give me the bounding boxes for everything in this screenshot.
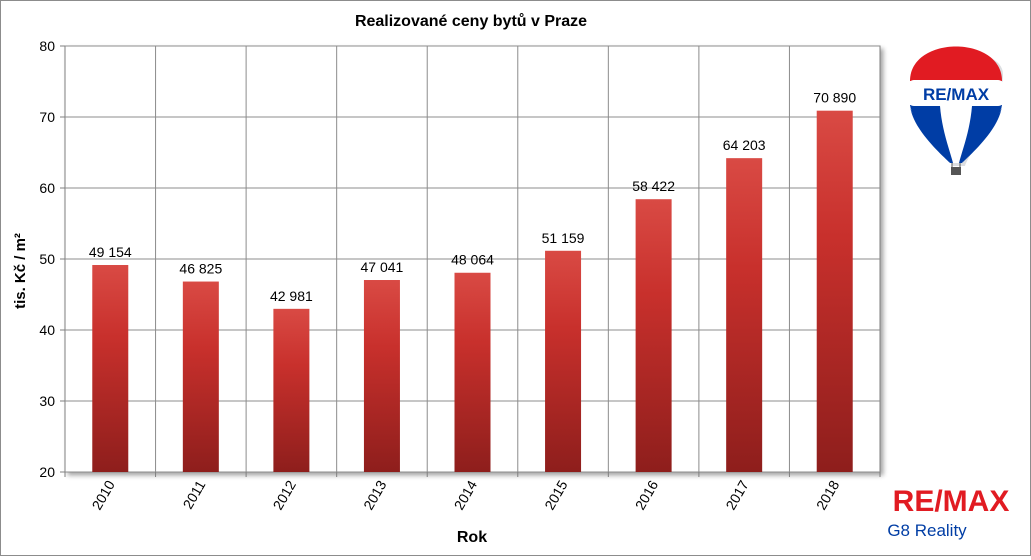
x-tick-label: 2014 — [451, 477, 481, 512]
x-tick-label: 2012 — [270, 477, 300, 512]
x-tick-label: 2016 — [632, 477, 662, 512]
balloon-brand-text: RE/MAX — [923, 85, 990, 104]
data-label: 42 981 — [270, 288, 313, 304]
remax-wordmark: RE/MAX — [893, 485, 1010, 518]
remax-balloon-logo: RE/MAX — [908, 46, 1004, 175]
data-label: 47 041 — [361, 259, 404, 275]
bar — [816, 110, 853, 472]
y-axis-title: tis. Kč / m² — [12, 233, 29, 309]
x-tick-label: 2011 — [180, 477, 209, 511]
bar — [545, 250, 582, 472]
data-labels: 49 154 46 825 42 981 47 041 48 064 51 159 58 4… — [89, 90, 856, 304]
data-label: 49 154 — [89, 244, 132, 260]
y-tick-label: 70 — [39, 109, 55, 125]
y-tick-label: 40 — [39, 322, 55, 338]
y-tick-label: 60 — [39, 180, 55, 196]
data-label: 51 159 — [542, 230, 585, 246]
x-tick-label: 2018 — [813, 477, 843, 512]
y-tick-label: 50 — [39, 251, 55, 267]
bar — [92, 265, 129, 472]
bar — [182, 281, 219, 472]
bar — [273, 308, 310, 472]
y-tick-label: 20 — [39, 464, 55, 480]
chart-title: Realizované ceny bytů v Praze — [355, 13, 587, 30]
bar — [454, 272, 491, 472]
bars — [92, 110, 853, 473]
balloon-basket — [951, 167, 961, 175]
data-label: 46 825 — [179, 261, 222, 277]
bar — [363, 280, 400, 472]
remax-office-name: G8 Reality — [887, 521, 967, 540]
y-axis-ticks: 20 30 40 50 60 70 80 — [39, 38, 65, 480]
x-axis-title: Rok — [457, 529, 487, 546]
data-label: 58 422 — [632, 178, 675, 194]
x-tick-label: 2015 — [541, 477, 571, 512]
x-tick-label: 2017 — [722, 477, 752, 512]
bar — [635, 199, 672, 472]
data-label: 70 890 — [813, 90, 856, 106]
data-label: 48 064 — [451, 252, 494, 268]
x-tick-label: 2013 — [360, 477, 390, 512]
balloon-white-stripes — [940, 106, 972, 163]
data-label: 64 203 — [723, 137, 766, 153]
bar — [726, 158, 763, 473]
balloon-white-band — [908, 80, 1004, 106]
y-tick-label: 30 — [39, 393, 55, 409]
balloon-red-top — [910, 46, 1002, 81]
x-tick-label: 2010 — [88, 477, 118, 512]
x-axis-ticks: 2010 2011 2012 2013 2014 2015 2016 2017 2018 — [64, 472, 881, 512]
y-tick-label: 80 — [39, 38, 55, 54]
